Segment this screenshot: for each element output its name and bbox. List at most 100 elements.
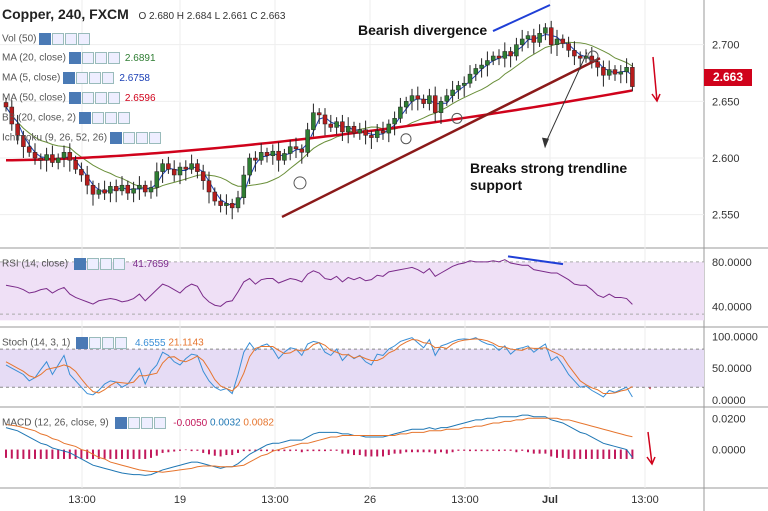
indicator-label[interactable]: MA (20, close) [2,52,66,64]
add-icon[interactable] [104,112,117,124]
close-icon[interactable] [107,92,120,104]
candle-body [316,112,322,116]
add-icon[interactable] [94,92,107,104]
eye-icon[interactable] [76,337,89,349]
candle-body [148,187,154,193]
eye-icon[interactable] [63,72,76,84]
settings-icon[interactable] [123,132,136,144]
pane-background [0,0,704,248]
chart-header: Copper, 240, FXCM O 2.680 H 2.684 L 2.66… [2,6,285,22]
ohlc-values: O 2.680 H 2.684 L 2.661 C 2.663 [138,11,286,22]
candle-body [490,55,496,61]
add-icon[interactable] [89,72,102,84]
rsi-tick-label: 40.0000 [712,301,752,313]
indicator-label[interactable]: MA (5, close) [2,72,61,84]
eye-icon[interactable] [114,417,127,429]
stoch-label[interactable]: Stoch (14, 3, 1) [2,337,71,349]
time-tick-label: 13:00 [68,494,96,506]
add-icon[interactable] [136,132,149,144]
rsi-label[interactable]: RSI (14, close) [2,258,69,270]
candle-body [183,166,189,170]
trendline-break-label-1: Breaks strong trendline [470,160,628,176]
settings-icon[interactable] [86,258,99,270]
add-icon[interactable] [94,52,107,64]
candle-body [166,163,171,170]
candle-body [548,27,554,45]
candle-body [264,152,270,156]
candle-body [154,171,160,188]
settings-icon[interactable] [76,72,89,84]
indicator-value: 2.6758 [119,72,150,84]
close-icon[interactable] [107,52,120,64]
add-icon[interactable] [65,33,78,45]
candle-body [96,189,102,195]
add-icon[interactable] [140,417,153,429]
stoch-tick-label: 0.0000 [712,395,746,407]
eye-icon[interactable] [78,112,91,124]
indicator-value: 2.6596 [124,92,156,104]
indicator-legend: Ichimoku (9, 26, 52, 26) [2,132,166,144]
candle-body [79,169,84,176]
time-tick-label: 13:00 [451,494,479,506]
indicator-legend: MA (50, close) 2.6596 [2,92,156,104]
candle-body [606,69,612,76]
settings-icon[interactable] [91,112,104,124]
candle-body [508,51,513,57]
candle-body [357,129,363,134]
close-icon[interactable] [102,72,115,84]
add-icon[interactable] [102,337,115,349]
macd-label[interactable]: MACD (12, 26, close, 9) [2,417,109,429]
settings-icon[interactable] [81,92,94,104]
candle-body [189,163,194,170]
rsi-band [0,261,704,321]
candle-body [461,82,467,86]
candle-body [345,126,351,133]
candle-body [276,150,281,161]
settings-icon[interactable] [52,33,65,45]
close-icon[interactable] [149,132,162,144]
candle-body [409,95,415,102]
close-icon[interactable] [115,337,128,349]
candle-body [270,150,276,156]
candle-body [386,123,392,134]
settings-icon[interactable] [81,52,94,64]
price-tick-label: 2.550 [712,210,740,222]
highlight-circle [293,176,307,190]
candle-body [195,163,200,172]
eye-icon[interactable] [110,132,123,144]
indicator-label[interactable]: BB (20, close, 2) [2,112,76,124]
eye-icon[interactable] [68,52,81,64]
candle-body [26,146,32,153]
macd-line-value: 0.0032 [209,417,241,429]
divergence-line-price [492,4,551,32]
eye-icon[interactable] [68,92,81,104]
candle-body [38,157,44,161]
symbol-title[interactable]: Copper, 240, FXCM [2,6,129,22]
close-icon[interactable] [153,417,166,429]
candle-body [340,121,345,133]
candle-body [241,174,247,198]
close-icon[interactable] [117,112,130,124]
candle-body [15,123,20,136]
time-tick-label: 13:00 [631,494,659,506]
candle-body [113,186,119,192]
settings-icon[interactable] [89,337,102,349]
indicator-label[interactable]: Ichimoku (9, 26, 52, 26) [2,132,108,144]
time-tick-label: 19 [174,494,186,506]
highlight-circle [400,133,412,145]
eye-icon[interactable] [39,33,52,45]
candle-body [369,135,374,138]
price-tick-label: 2.700 [712,40,740,52]
candle-body [479,64,484,69]
indicator-label[interactable]: MA (50, close) [2,92,66,104]
last-price-tag: 2.663 [704,69,752,86]
add-icon[interactable] [99,258,112,270]
close-icon[interactable] [112,258,125,270]
close-icon[interactable] [78,33,91,45]
settings-icon[interactable] [127,417,140,429]
candle-body [61,152,67,159]
eye-icon[interactable] [73,258,86,270]
indicator-label[interactable]: Vol (50) [2,33,37,45]
candle-body [566,43,571,51]
